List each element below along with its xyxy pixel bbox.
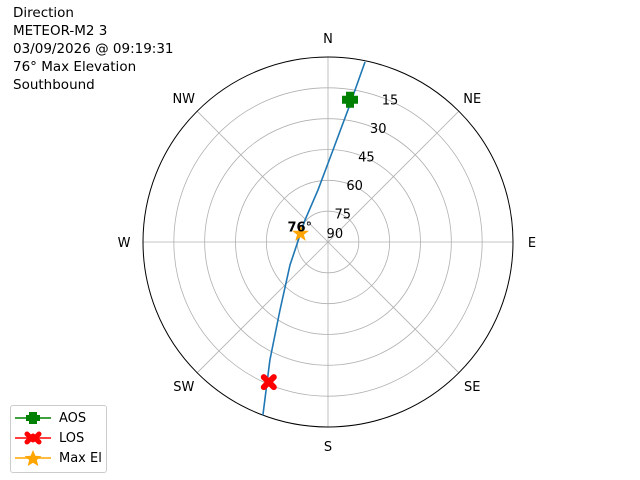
grid-spoke <box>196 110 329 243</box>
legend-label: AOS <box>59 410 87 426</box>
legend-item-aos: AOS <box>15 408 86 428</box>
radial-tick-label: 60 <box>346 179 363 194</box>
max-elevation-annotation: 76° <box>287 221 312 236</box>
title-line: Southbound <box>13 77 95 93</box>
compass-label-s: S <box>324 440 332 455</box>
los-marker <box>260 374 277 391</box>
radial-tick-label: 30 <box>370 122 387 137</box>
title-line: Direction <box>13 5 74 21</box>
compass-label-ne: NE <box>463 92 481 107</box>
plus-icon <box>15 412 51 424</box>
compass-label-nw: NW <box>172 92 195 107</box>
radial-tick-label: 90 <box>327 227 344 242</box>
grid-spoke <box>327 110 460 243</box>
chart-title: Direction METEOR-M2 3 03/09/2026 @ 09:19… <box>13 4 174 94</box>
star-icon <box>15 450 51 466</box>
max-elevation-marker <box>291 224 309 241</box>
compass-label-se: SE <box>464 380 480 395</box>
title-line: METEOR-M2 3 <box>13 23 108 39</box>
grid-spoke <box>196 241 329 374</box>
compass-label-w: W <box>118 236 131 251</box>
legend-item-los: LOS <box>15 428 84 448</box>
title-line: 76° Max Elevation <box>13 59 137 75</box>
radial-tick-label: 75 <box>335 208 352 223</box>
legend-item-maxel: Max El <box>15 448 102 468</box>
x-icon <box>15 431 51 445</box>
title-line: 03/09/2026 @ 09:19:31 <box>13 41 174 57</box>
legend: AOS LOS Max El <box>10 405 107 473</box>
compass-label-n: N <box>323 32 333 47</box>
legend-label: LOS <box>59 430 85 446</box>
radial-tick-label: 45 <box>358 151 375 166</box>
polar-frame <box>142 56 514 428</box>
legend-label: Max El <box>59 450 102 466</box>
compass-label-sw: SW <box>173 380 194 395</box>
compass-label-e: E <box>528 236 536 251</box>
grid-spoke <box>327 241 460 374</box>
radial-tick-label: 15 <box>382 94 399 109</box>
pass-track-line <box>262 61 366 416</box>
aos-marker <box>342 91 359 108</box>
